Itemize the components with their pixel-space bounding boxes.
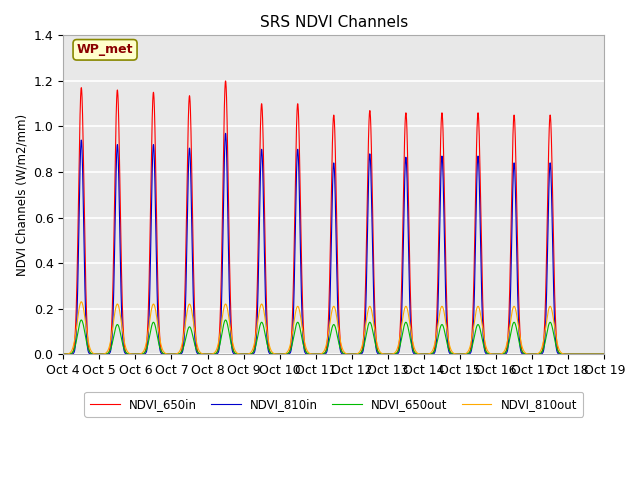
NDVI_810out bbox=[590, 351, 598, 357]
Title: SRS NDVI Channels: SRS NDVI Channels bbox=[260, 15, 408, 30]
NDVI_650in bbox=[267, 350, 275, 356]
Y-axis label: NDVI Channels (W/m2/mm): NDVI Channels (W/m2/mm) bbox=[15, 114, 28, 276]
NDVI_810in bbox=[291, 277, 298, 283]
Line: NDVI_810in: NDVI_810in bbox=[63, 133, 604, 354]
NDVI_810in bbox=[532, 351, 540, 357]
NDVI_810in bbox=[267, 351, 275, 357]
NDVI_650out bbox=[590, 351, 598, 357]
NDVI_650in bbox=[121, 346, 129, 352]
NDVI_810in bbox=[121, 350, 129, 356]
NDVI_810in bbox=[590, 351, 598, 357]
NDVI_810out bbox=[60, 351, 67, 357]
Text: WP_met: WP_met bbox=[77, 43, 133, 56]
NDVI_650in bbox=[153, 245, 161, 251]
NDVI_650out bbox=[122, 348, 129, 354]
Line: NDVI_810out: NDVI_810out bbox=[63, 302, 604, 354]
Legend: NDVI_650in, NDVI_810in, NDVI_650out, NDVI_810out: NDVI_650in, NDVI_810in, NDVI_650out, NDV… bbox=[84, 392, 583, 417]
NDVI_810out bbox=[532, 351, 540, 357]
NDVI_650in bbox=[600, 351, 608, 357]
NDVI_650out bbox=[291, 331, 298, 336]
NDVI_650in bbox=[291, 235, 298, 240]
NDVI_650in bbox=[60, 351, 67, 357]
NDVI_650out bbox=[60, 351, 67, 357]
NDVI_650in bbox=[590, 351, 598, 357]
NDVI_810out bbox=[600, 351, 608, 357]
NDVI_650out bbox=[600, 351, 608, 357]
NDVI_810out bbox=[291, 317, 298, 323]
NDVI_810out bbox=[154, 318, 161, 324]
NDVI_810out bbox=[77, 299, 85, 305]
NDVI_650in bbox=[532, 351, 540, 357]
NDVI_810in bbox=[153, 288, 161, 294]
NDVI_650out bbox=[532, 351, 540, 357]
NDVI_810out bbox=[267, 347, 275, 353]
NDVI_650out bbox=[77, 317, 85, 323]
NDVI_810in bbox=[222, 131, 230, 136]
Line: NDVI_650in: NDVI_650in bbox=[63, 81, 604, 354]
NDVI_810in bbox=[600, 351, 608, 357]
NDVI_810in bbox=[60, 351, 67, 357]
NDVI_650in bbox=[222, 78, 230, 84]
NDVI_810out bbox=[122, 343, 129, 348]
NDVI_650out bbox=[154, 333, 161, 339]
Line: NDVI_650out: NDVI_650out bbox=[63, 320, 604, 354]
NDVI_650out bbox=[267, 350, 275, 356]
